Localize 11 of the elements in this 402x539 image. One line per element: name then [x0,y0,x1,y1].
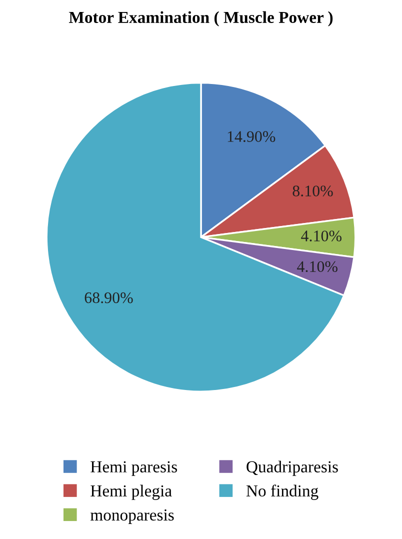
legend-label: Hemi plegia [90,484,172,500]
legend-label: monoparesis [90,509,174,524]
legend-label: Quadriparesis [246,460,338,476]
chart-title: Motor Examination ( Muscle Power ) [68,11,333,26]
legend-label: No finding [246,484,318,500]
data-label: 4.10% [301,230,342,242]
data-label: 4.10% [297,261,338,272]
legend-label: Hemi paresis [90,461,178,476]
data-label: 8.10% [292,186,333,196]
data-label: 14.90% [228,131,276,142]
data-label: 68.90% [84,292,133,304]
